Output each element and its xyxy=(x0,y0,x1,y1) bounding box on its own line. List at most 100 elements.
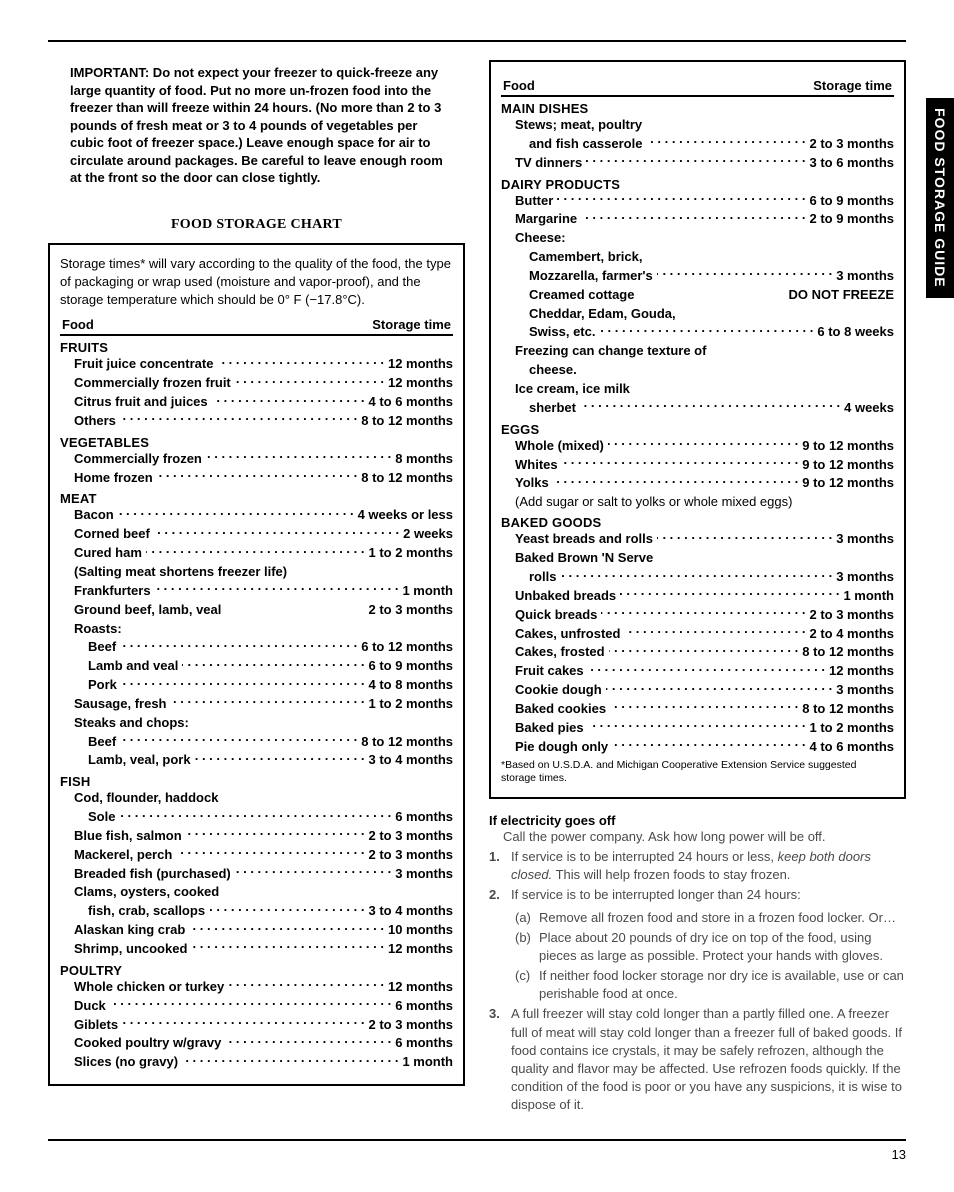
food-label: Pork xyxy=(88,676,117,695)
storage-time: 4 weeks or less xyxy=(358,506,453,525)
leader-dots xyxy=(557,192,805,206)
food-label: Lamb, veal, pork xyxy=(88,751,191,770)
category-heading: FISH xyxy=(60,774,453,789)
list-text: If service is to be interrupted 24 hours… xyxy=(511,848,906,884)
storage-time: 3 months xyxy=(836,530,894,549)
note-line: Stews; meat, poultry xyxy=(501,116,894,135)
food-label: sherbet xyxy=(529,399,576,418)
storage-time: 2 to 3 months xyxy=(368,827,453,846)
category-heading: POULTRY xyxy=(60,963,453,978)
food-label: Ground beef, lamb, veal xyxy=(74,601,221,620)
leader-dots xyxy=(217,355,384,369)
storage-row: Yeast breads and rolls 3 months xyxy=(501,530,894,549)
storage-time: 3 months xyxy=(836,267,894,286)
storage-time: 8 to 12 months xyxy=(802,700,894,719)
food-label: Mackerel, perch xyxy=(74,846,172,865)
food-label: TV dinners xyxy=(515,154,582,173)
list-number: 1. xyxy=(489,848,511,884)
chart-box-left: Storage times* will vary according to th… xyxy=(48,243,465,1086)
two-column-layout: IMPORTANT: Do not expect your freezer to… xyxy=(48,60,906,1115)
storage-time: 3 to 6 months xyxy=(809,154,894,173)
category-heading: FRUITS xyxy=(60,340,453,355)
storage-time: 12 months xyxy=(388,940,453,959)
food-label: Baked pies xyxy=(515,719,584,738)
storage-time: 10 months xyxy=(388,921,453,940)
leader-dots xyxy=(120,733,357,747)
storage-row: Shrimp, uncooked12 months xyxy=(60,940,453,959)
storage-row: Butter6 to 9 months xyxy=(501,192,894,211)
food-label: Others xyxy=(74,412,116,431)
storage-row: Beef6 to 12 months xyxy=(60,638,453,657)
storage-time: 12 months xyxy=(388,355,453,374)
leader-dots xyxy=(155,582,399,596)
storage-time: 4 to 6 months xyxy=(809,738,894,757)
storage-time: 4 to 8 months xyxy=(368,676,453,695)
storage-time: 12 months xyxy=(829,662,894,681)
electricity-subitem: (c)If neither food locker storage nor dr… xyxy=(511,967,906,1003)
electricity-sublist-wrap: (a)Remove all frozen food and store in a… xyxy=(489,907,906,1004)
leader-dots xyxy=(186,827,365,841)
top-rule xyxy=(48,40,906,42)
storage-time: 6 months xyxy=(395,997,453,1016)
table-header-left: Food Storage time xyxy=(60,315,453,336)
food-label: Whites xyxy=(515,456,558,475)
storage-row: rolls3 months xyxy=(501,568,894,587)
leader-dots xyxy=(121,676,365,690)
storage-row: Others8 to 12 months xyxy=(60,412,453,431)
food-label: Creamed cottage xyxy=(529,286,634,305)
electricity-item: 2.If service is to be interrupted longer… xyxy=(489,886,906,904)
food-label: Cured ham xyxy=(74,544,142,563)
leader-dots xyxy=(581,210,805,224)
food-label: Cakes, unfrosted xyxy=(515,625,620,644)
storage-row: Mackerel, perch 2 to 3 months xyxy=(60,846,453,865)
storage-time: 8 to 12 months xyxy=(361,733,453,752)
note-line: Steaks and chops: xyxy=(60,714,453,733)
note-line: Cod, flounder, haddock xyxy=(60,789,453,808)
leader-dots xyxy=(620,587,839,601)
leader-dots xyxy=(122,1016,364,1030)
storage-row: Cookie dough3 months xyxy=(501,681,894,700)
storage-row: Breaded fish (purchased)3 months xyxy=(60,865,453,884)
note-line: Ice cream, ice milk xyxy=(501,380,894,399)
list-number: 3. xyxy=(489,1005,511,1114)
leader-dots xyxy=(171,695,365,709)
leader-dots xyxy=(195,751,365,765)
food-label: Corned beef xyxy=(74,525,150,544)
col-time-label: Storage time xyxy=(813,78,892,93)
storage-row: Giblets2 to 3 months xyxy=(60,1016,453,1035)
sublist-marker: (c) xyxy=(511,967,539,1003)
parenthetical-note: (Add sugar or salt to yolks or whole mix… xyxy=(501,493,894,511)
col-food-label: Food xyxy=(62,317,94,332)
leader-dots xyxy=(154,525,399,539)
electricity-list: 1.If service is to be interrupted 24 hou… xyxy=(489,848,906,1115)
note-line: cheese. xyxy=(501,361,894,380)
storage-row: Fruit juice concentrate12 months xyxy=(60,355,453,374)
note-line: Baked Brown 'N Serve xyxy=(501,549,894,568)
category-heading: VEGETABLES xyxy=(60,435,453,450)
leader-dots xyxy=(588,719,806,733)
table-header-right: Food Storage time xyxy=(501,76,894,97)
food-label: Sole xyxy=(88,808,115,827)
storage-time: 2 to 3 months xyxy=(809,135,894,154)
food-label: Yeast breads and rolls xyxy=(515,530,653,549)
storage-time: DO NOT FREEZE xyxy=(789,286,894,305)
leader-dots xyxy=(110,997,391,1011)
storage-row: Margarine2 to 9 months xyxy=(501,210,894,229)
leader-dots xyxy=(624,625,805,639)
storage-list-left: FRUITSFruit juice concentrate12 months Co… xyxy=(60,340,453,1072)
leader-dots xyxy=(118,506,354,520)
storage-time: 6 months xyxy=(395,808,453,827)
category-heading: MEAT xyxy=(60,491,453,506)
category-heading: DAIRY PRODUCTS xyxy=(501,177,894,192)
storage-row: Whites9 to 12 months xyxy=(501,456,894,475)
leader-dots xyxy=(580,399,840,413)
leader-dots xyxy=(586,154,805,168)
food-label: Slices (no gravy) xyxy=(74,1053,178,1072)
list-text: If service is to be interrupted longer t… xyxy=(511,886,906,904)
storage-time: 2 to 3 months xyxy=(368,846,453,865)
storage-time: 3 months xyxy=(836,681,894,700)
storage-time: 12 months xyxy=(388,978,453,997)
storage-row: Baked pies1 to 2 months xyxy=(501,719,894,738)
food-label: Unbaked breads xyxy=(515,587,616,606)
leader-dots xyxy=(206,450,391,464)
